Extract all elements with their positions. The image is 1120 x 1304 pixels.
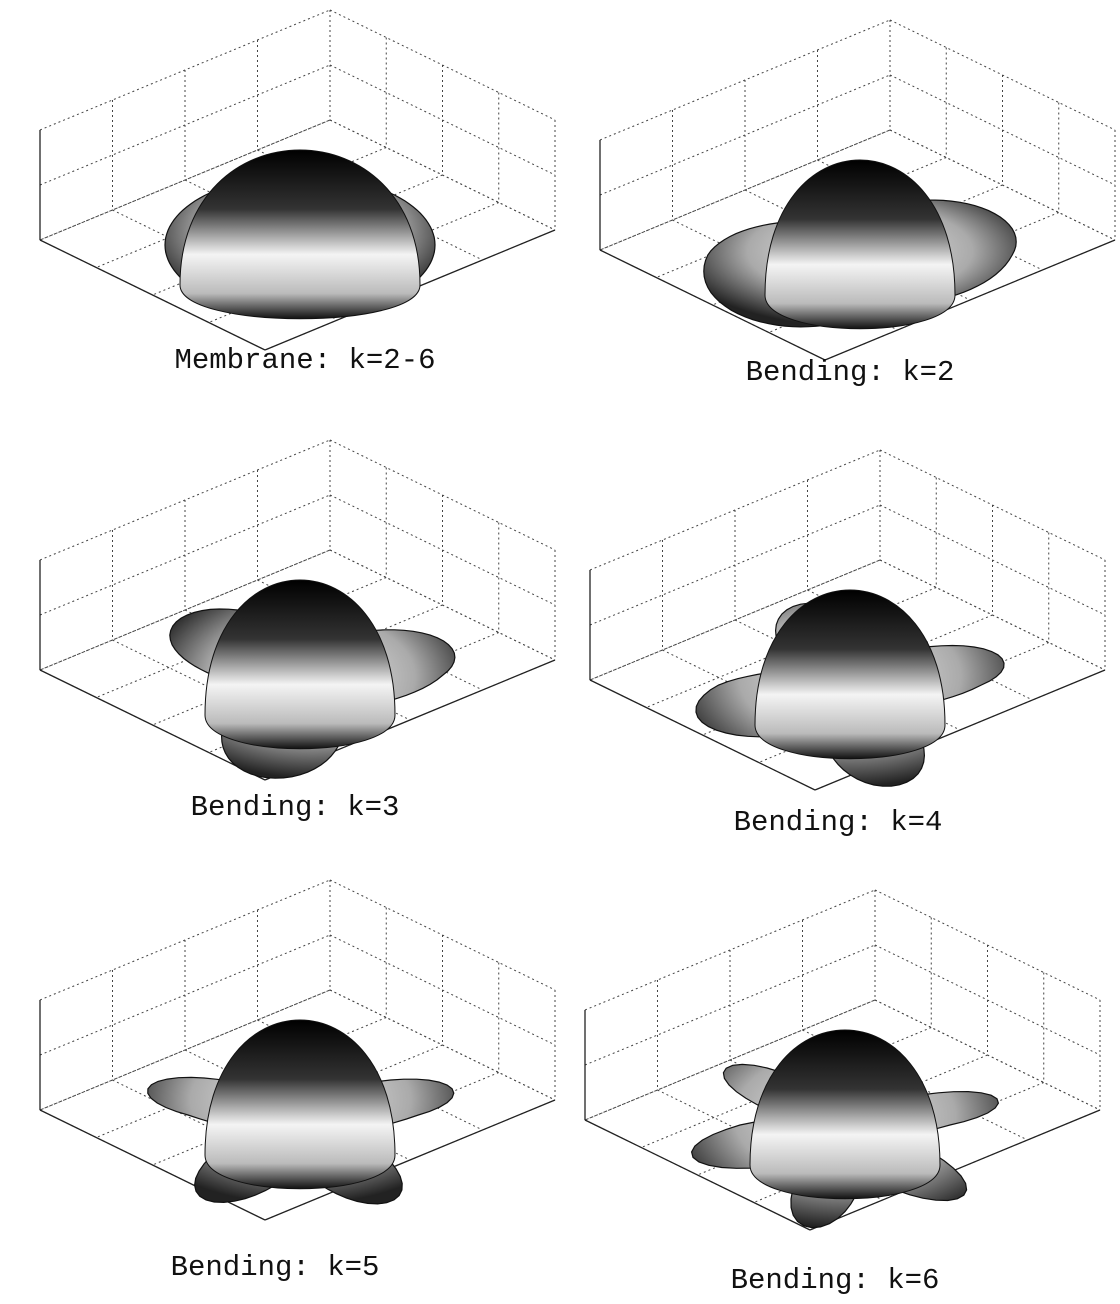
caption: Bending: k=4 [734, 806, 943, 839]
axis-line [329, 119, 556, 231]
axis-line [39, 494, 331, 616]
panel: Bending: k=2 [599, 19, 1116, 389]
axis-line [329, 9, 556, 121]
axis-line [874, 889, 1101, 1001]
axis-line [589, 679, 816, 791]
axis-line [599, 74, 891, 196]
caption: Membrane: k=2-6 [174, 344, 435, 377]
axis-line [39, 549, 331, 671]
axis-line [39, 64, 331, 186]
axis-line [584, 889, 876, 1011]
axis-line [329, 879, 556, 991]
axis-line [589, 559, 881, 681]
axis-line [329, 64, 556, 176]
axis-line [889, 129, 1116, 241]
axis-line [39, 239, 266, 351]
axis-line [584, 944, 876, 1066]
axis-line [39, 9, 331, 131]
panel: Membrane: k=2-6 [39, 9, 556, 377]
axis-line [874, 999, 1101, 1111]
axis-line [824, 239, 1116, 361]
surface-dome [764, 159, 956, 330]
caption: Bending: k=3 [191, 791, 400, 824]
axis-line [329, 934, 556, 1046]
axis-line [329, 439, 556, 551]
caption: Bending: k=5 [171, 1251, 380, 1284]
axis-line [39, 119, 331, 241]
axis-line [879, 504, 1106, 616]
axis-line [39, 989, 331, 1111]
axis-line [889, 74, 1116, 186]
axis-line [584, 1119, 811, 1231]
axis-line [599, 129, 891, 251]
axis-line [39, 934, 331, 1056]
axis-line [599, 19, 891, 141]
axis-line [589, 504, 881, 626]
surface-dome [204, 1019, 396, 1190]
axis-line [39, 439, 331, 561]
axis-line [599, 249, 826, 361]
caption: Bending: k=2 [746, 356, 955, 389]
caption: Bending: k=6 [731, 1264, 940, 1297]
axis-line [329, 549, 556, 661]
axis-line [589, 449, 881, 571]
axis-line [39, 879, 331, 1001]
axis-line [584, 999, 876, 1121]
axis-line [874, 944, 1101, 1056]
surface-dome [179, 149, 421, 320]
surface-dome [754, 589, 946, 760]
axis-line [329, 989, 556, 1101]
panel: Bending: k=3 [39, 439, 556, 824]
panel: Bending: k=5 [39, 879, 556, 1284]
axis-line [879, 559, 1106, 671]
axis-line [879, 449, 1106, 561]
axis-line [39, 669, 266, 781]
panel: Bending: k=6 [584, 889, 1101, 1297]
panel: Bending: k=4 [589, 449, 1106, 839]
axis-line [329, 494, 556, 606]
surface-dome [204, 579, 396, 750]
axis-line [889, 19, 1116, 131]
axis-line [264, 1099, 556, 1221]
surface-dome [749, 1029, 941, 1200]
